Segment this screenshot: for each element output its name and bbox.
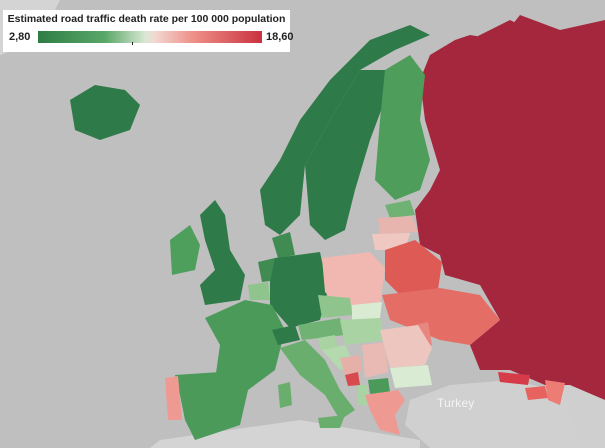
map-label-turkey: Turkey xyxy=(437,396,475,410)
country-germany xyxy=(270,252,328,328)
legend-min-value: 2,80 xyxy=(9,31,31,43)
country-sardinia xyxy=(278,382,292,408)
country-sweden xyxy=(305,70,385,240)
country-switzerland xyxy=(272,325,300,345)
country-armenia xyxy=(525,386,548,400)
legend-title: Estimated road traffic death rate per 10… xyxy=(7,13,286,25)
country-bulgaria xyxy=(390,365,432,388)
country-spain xyxy=(175,372,248,440)
country-italy xyxy=(280,340,355,420)
country-austria xyxy=(298,318,345,340)
country-norway xyxy=(260,25,430,235)
country-latvia xyxy=(378,216,418,234)
country-uk xyxy=(200,200,245,305)
legend-color-scale xyxy=(38,31,262,43)
country-hungary xyxy=(340,318,385,345)
country-slovenia xyxy=(318,335,338,350)
country-czechia xyxy=(318,295,352,318)
legend: Estimated road traffic death rate per 10… xyxy=(3,10,294,52)
country-belgium xyxy=(248,282,270,300)
country-albania xyxy=(358,385,368,405)
country-romania xyxy=(380,325,432,368)
legend-max-value: 18,60 xyxy=(266,31,294,43)
north-africa-land xyxy=(150,420,420,448)
country-greece xyxy=(365,390,405,435)
country-macedonia xyxy=(368,378,390,394)
country-serbia xyxy=(362,342,388,378)
country-estonia xyxy=(385,200,415,218)
country-france xyxy=(205,300,285,390)
country-ireland xyxy=(170,225,200,275)
legend-tick xyxy=(132,42,133,45)
country-iceland xyxy=(70,85,140,140)
country-montenegro xyxy=(345,372,360,386)
country-belarus xyxy=(385,240,442,295)
country-slovakia xyxy=(352,302,382,320)
country-russia xyxy=(415,15,605,400)
country-georgia xyxy=(498,372,530,385)
country-sicily xyxy=(318,415,345,428)
country-russia-kola xyxy=(465,20,540,75)
country-bosnia xyxy=(340,355,362,375)
country-ukraine xyxy=(382,288,500,345)
country-portugal xyxy=(165,376,182,420)
country-azerbaijan xyxy=(545,380,565,405)
country-denmark xyxy=(272,232,295,258)
country-poland xyxy=(322,252,385,308)
country-finland xyxy=(375,55,430,200)
